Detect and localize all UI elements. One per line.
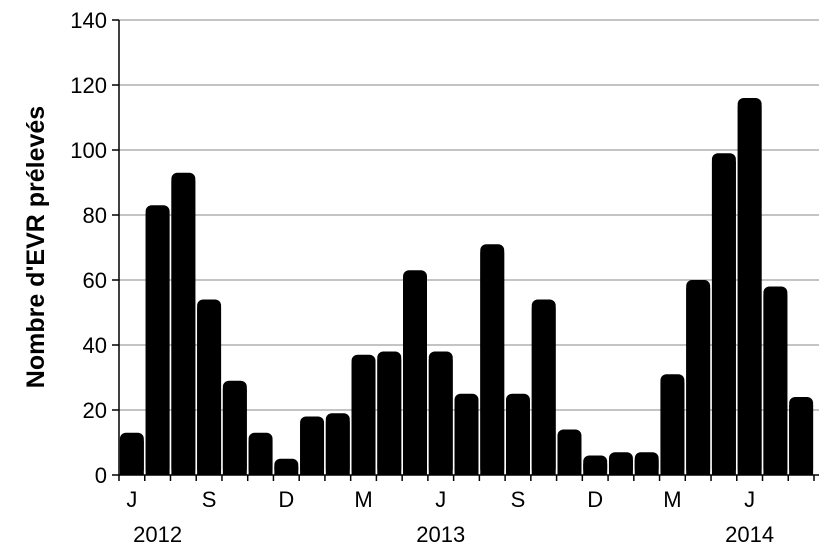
x-tick-label: M	[663, 487, 681, 512]
x-tick-label: J	[126, 487, 137, 512]
y-axis-title: Nombre d'EVR prélevés	[22, 106, 50, 388]
bar-body	[274, 466, 299, 475]
x-year-label: 2013	[416, 522, 465, 547]
bar-body	[222, 388, 247, 475]
bar-body	[557, 437, 582, 475]
bar-body	[171, 180, 196, 475]
y-tick-label: 40	[83, 333, 107, 358]
y-tick-label: 140	[70, 8, 107, 33]
bar-body	[506, 401, 530, 475]
bar-body	[377, 359, 402, 475]
bar-body	[454, 401, 479, 475]
y-axis-ticks: 0 20 40 60 80 100 120 140	[70, 8, 119, 488]
x-axis-ticks: J S D M J S D M J 2012 2013 2014	[118, 475, 815, 547]
bar-body	[789, 405, 814, 475]
x-year-label: 2012	[133, 522, 182, 547]
x-year-label: 2014	[725, 522, 774, 547]
gridlines	[119, 19, 819, 411]
bar-body	[248, 440, 273, 475]
x-tick-label: J	[744, 487, 755, 512]
bar-body	[634, 460, 659, 475]
bar-body	[119, 440, 144, 475]
y-tick-label: 20	[83, 398, 107, 423]
y-tick-label: 120	[70, 73, 107, 98]
x-tick-label: M	[354, 487, 372, 512]
y-tick-label: 80	[83, 203, 107, 228]
bar-body	[531, 307, 556, 475]
bar-body	[583, 463, 608, 475]
bar-body	[325, 421, 350, 475]
bar-body	[660, 382, 685, 475]
x-tick-label: S	[511, 487, 526, 512]
y-tick-label: 60	[83, 268, 107, 293]
x-tick-label: D	[587, 487, 603, 512]
bar-body	[737, 106, 762, 475]
bar-body	[608, 460, 633, 475]
x-tick-label: S	[202, 487, 217, 512]
bar-body	[351, 362, 376, 475]
bars	[119, 98, 814, 475]
bar-body	[428, 359, 453, 475]
bar-body	[300, 424, 325, 475]
axes	[118, 20, 819, 476]
y-tick-label: 0	[95, 463, 107, 488]
x-tick-label: J	[435, 487, 446, 512]
bar-body	[480, 252, 505, 475]
x-tick-label: D	[278, 487, 294, 512]
y-tick-label: 100	[70, 138, 107, 163]
bar-body	[686, 288, 711, 475]
bar-body	[711, 161, 736, 475]
bar-body	[197, 307, 222, 475]
bar-body	[145, 213, 170, 475]
bar-body	[403, 278, 427, 475]
bar-body	[763, 294, 788, 475]
